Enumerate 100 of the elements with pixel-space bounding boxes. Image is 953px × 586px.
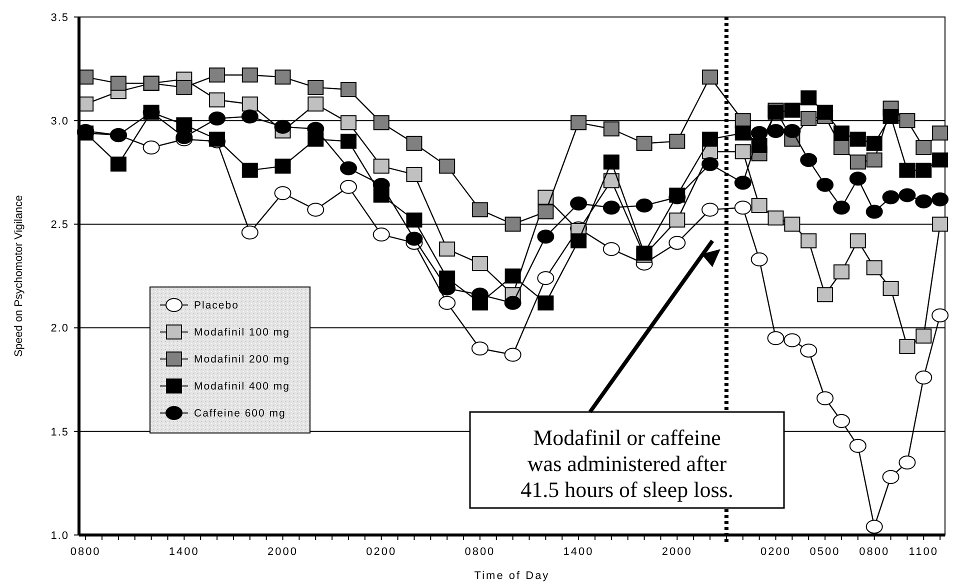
- point: [570, 196, 588, 210]
- point: [784, 124, 801, 138]
- point: [538, 204, 554, 220]
- x-tick-label: 2000: [662, 546, 692, 558]
- point: [537, 230, 554, 244]
- point: [800, 233, 817, 248]
- point: [242, 96, 258, 112]
- point: [406, 232, 423, 246]
- point: [372, 228, 390, 242]
- y-tick-label: 2.0: [50, 322, 69, 335]
- point: [916, 140, 932, 156]
- y-axis-title: Speed on Psychomotor Vigilance: [13, 195, 25, 357]
- point: [209, 132, 226, 147]
- point: [932, 126, 948, 141]
- point: [274, 186, 292, 200]
- x-tick-label: 1100: [908, 546, 938, 558]
- point: [816, 391, 834, 406]
- point: [176, 117, 192, 132]
- point: [800, 344, 818, 358]
- point: [668, 236, 686, 250]
- y-tick-label: 1.0: [50, 530, 69, 542]
- point: [209, 92, 226, 108]
- legend-label: Placebo: [194, 300, 239, 312]
- point: [800, 152, 818, 167]
- point: [570, 233, 587, 248]
- point: [274, 70, 291, 85]
- point: [406, 212, 422, 228]
- point: [734, 126, 751, 141]
- point: [702, 70, 718, 85]
- point: [142, 140, 160, 155]
- point: [898, 188, 916, 202]
- point: [110, 76, 126, 91]
- point: [784, 333, 801, 348]
- y-tick-label: 3.0: [50, 115, 69, 128]
- point: [800, 90, 817, 106]
- point: [898, 455, 916, 470]
- point: [669, 212, 686, 228]
- point: [817, 287, 834, 302]
- point: [603, 154, 620, 170]
- point: [882, 190, 900, 204]
- point: [538, 295, 554, 310]
- point: [602, 242, 620, 256]
- point: [209, 68, 226, 83]
- x-tick-label: 0800: [859, 546, 890, 558]
- point: [866, 204, 883, 219]
- point: [734, 200, 752, 215]
- point: [110, 156, 126, 172]
- point: [800, 111, 817, 126]
- point: [833, 126, 850, 141]
- point: [570, 115, 587, 130]
- point: [471, 342, 488, 356]
- x-tick-label: 1400: [168, 546, 200, 558]
- point: [849, 172, 866, 186]
- point: [504, 296, 522, 310]
- point: [932, 152, 948, 168]
- point: [784, 102, 800, 118]
- x-tick-label: 0800: [70, 546, 101, 558]
- point: [242, 68, 258, 83]
- point: [817, 104, 834, 120]
- point: [406, 166, 422, 182]
- point: [340, 134, 356, 149]
- point: [373, 115, 390, 130]
- point: [850, 132, 866, 147]
- point: [602, 200, 620, 215]
- point: [866, 136, 882, 151]
- point: [702, 202, 719, 217]
- y-tick-label: 2.5: [50, 219, 69, 232]
- point: [767, 331, 784, 346]
- point: [932, 308, 949, 322]
- point: [866, 520, 883, 534]
- point: [669, 134, 686, 149]
- point: [734, 144, 751, 160]
- point: [850, 154, 866, 170]
- x-axis-title: Time of Day: [474, 570, 550, 582]
- point: [932, 216, 948, 232]
- point: [537, 271, 554, 286]
- point: [750, 252, 768, 266]
- point: [340, 180, 357, 194]
- point: [208, 112, 226, 126]
- legend-label: Modafinil 400 mg: [194, 380, 290, 393]
- point: [504, 216, 521, 232]
- point: [751, 198, 768, 214]
- x-tick-label: 0200: [366, 546, 397, 558]
- point: [406, 136, 422, 151]
- x-tick-label: 2000: [268, 546, 298, 558]
- point: [734, 176, 752, 190]
- point: [176, 80, 192, 95]
- point: [767, 124, 784, 138]
- point: [915, 194, 932, 208]
- point: [241, 109, 258, 124]
- point: [438, 296, 456, 310]
- point: [832, 414, 850, 428]
- legend-label: Modafinil 100 mg: [194, 326, 290, 339]
- point: [816, 178, 834, 192]
- x-tick-label: 1400: [563, 546, 594, 558]
- point: [439, 158, 456, 174]
- point: [882, 280, 899, 296]
- point: [308, 96, 324, 112]
- point: [504, 268, 521, 284]
- point: [866, 260, 882, 276]
